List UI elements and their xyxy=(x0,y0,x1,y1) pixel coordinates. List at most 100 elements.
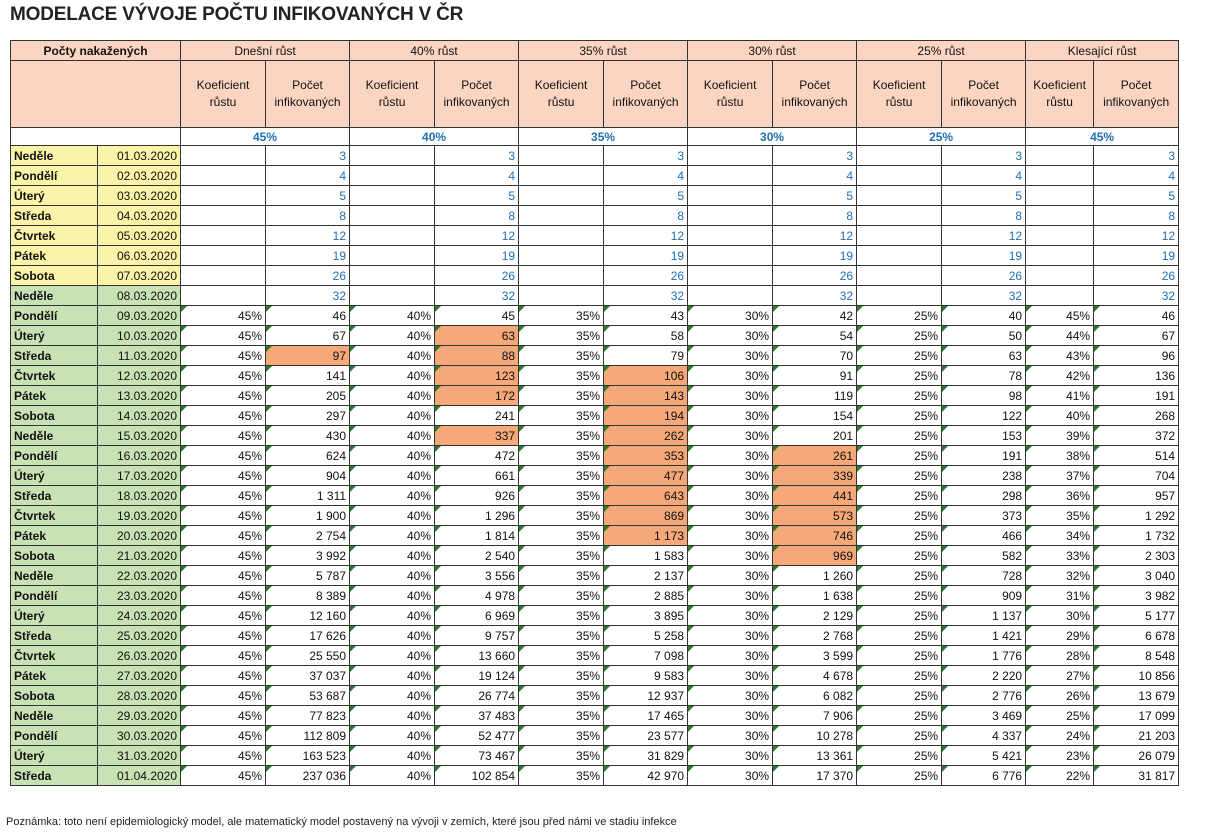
count-cell: 26 079 xyxy=(1093,745,1180,766)
count-cell: 17 370 xyxy=(772,765,858,786)
day: Pondělí xyxy=(10,305,98,326)
subheader: Koeficient růstu xyxy=(856,60,943,128)
coef-cell: 40% xyxy=(349,485,436,506)
count-cell: 430 xyxy=(265,425,351,446)
date: 21.03.2020 xyxy=(96,545,182,566)
count-cell: 339 xyxy=(772,465,858,486)
coef-cell: 25% xyxy=(856,525,943,546)
count-cell: 19 xyxy=(434,245,520,266)
count-cell: 163 523 xyxy=(265,745,351,766)
count-cell: 98 xyxy=(941,385,1027,406)
coef-cell: 40% xyxy=(349,765,436,786)
count-cell: 88 xyxy=(434,345,520,366)
coef-cell xyxy=(1025,185,1095,206)
coef-cell: 43% xyxy=(1025,345,1095,366)
coef-cell xyxy=(856,185,943,206)
coef-cell: 45% xyxy=(180,725,267,746)
subheader: Koeficient růstu xyxy=(180,60,267,128)
coef-cell: 45% xyxy=(180,445,267,466)
coef-cell: 40% xyxy=(349,565,436,586)
count-cell: 5 258 xyxy=(603,625,689,646)
group-header: 40% růst xyxy=(349,40,520,61)
count-cell: 8 xyxy=(265,205,351,226)
date: 06.03.2020 xyxy=(96,245,182,266)
coef-cell: 35% xyxy=(518,445,605,466)
coef-cell xyxy=(180,145,267,166)
coef-cell: 30% xyxy=(687,605,774,626)
coef-cell: 35% xyxy=(518,545,605,566)
day: Čtvrtek xyxy=(10,225,98,246)
count-cell: 32 xyxy=(603,285,689,306)
rate: 25% xyxy=(856,127,1027,146)
coef-cell: 40% xyxy=(349,665,436,686)
data-row: Sobota 21.03.2020 45% 3 992 40% 2 540 35% 1 583… xyxy=(10,545,1180,566)
coef-cell xyxy=(856,205,943,226)
data-row: Středa 25.03.2020 45% 17 626 40% 9 757 35% 5 25… xyxy=(10,625,1180,646)
day: Středa xyxy=(10,485,98,506)
count-cell: 19 xyxy=(941,245,1027,266)
count-cell: 77 823 xyxy=(265,705,351,726)
coef-cell: 40% xyxy=(349,645,436,666)
coef-cell: 37% xyxy=(1025,465,1095,486)
day: Středa xyxy=(10,205,98,226)
day: Sobota xyxy=(10,545,98,566)
coef-cell xyxy=(349,165,436,186)
coef-cell: 25% xyxy=(856,425,943,446)
count-cell: 4 xyxy=(772,165,858,186)
coef-cell: 40% xyxy=(349,705,436,726)
count-cell: 143 xyxy=(603,385,689,406)
count-cell: 40 xyxy=(941,305,1027,326)
coef-cell: 45% xyxy=(180,385,267,406)
coef-cell: 45% xyxy=(180,765,267,786)
coef-cell: 30% xyxy=(687,445,774,466)
day: Neděle xyxy=(10,145,98,166)
subheader: Koeficient růstu xyxy=(518,60,605,128)
coef-cell: 45% xyxy=(180,585,267,606)
count-cell: 297 xyxy=(265,405,351,426)
count-cell: 3 040 xyxy=(1093,565,1180,586)
coef-cell: 30% xyxy=(687,745,774,766)
coef-cell: 45% xyxy=(180,665,267,686)
count-cell: 3 xyxy=(265,145,351,166)
count-cell: 373 xyxy=(941,505,1027,526)
count-cell: 5 xyxy=(1093,185,1180,206)
data-row: Neděle 15.03.2020 45% 430 40% 337 35% 262 30% 201… xyxy=(10,425,1180,446)
count-cell: 67 xyxy=(265,325,351,346)
count-cell: 172 xyxy=(434,385,520,406)
coef-cell: 45% xyxy=(180,545,267,566)
count-cell: 704 xyxy=(1093,465,1180,486)
coef-cell: 30% xyxy=(687,685,774,706)
coef-cell: 25% xyxy=(856,325,943,346)
count-cell: 2 129 xyxy=(772,605,858,626)
data-row: Sobota 14.03.2020 45% 297 40% 241 35% 194 30% 154… xyxy=(10,405,1180,426)
count-cell: 5 177 xyxy=(1093,605,1180,626)
data-row: Středa 01.04.2020 45% 237 036 40% 102 854 35% 4… xyxy=(10,765,1180,786)
count-cell: 7 098 xyxy=(603,645,689,666)
coef-cell: 30% xyxy=(687,665,774,686)
date: 09.03.2020 xyxy=(96,305,182,326)
date: 10.03.2020 xyxy=(96,325,182,346)
coef-cell xyxy=(518,185,605,206)
count-cell: 191 xyxy=(941,445,1027,466)
data-row: Čtvrtek 05.03.2020 12 12 12 12 12 12 xyxy=(10,225,1180,246)
count-cell: 957 xyxy=(1093,485,1180,506)
day: Úterý xyxy=(10,465,98,486)
count-cell: 904 xyxy=(265,465,351,486)
count-cell: 32 xyxy=(941,285,1027,306)
coef-cell: 25% xyxy=(856,445,943,466)
count-cell: 643 xyxy=(603,485,689,506)
coef-cell xyxy=(1025,265,1095,286)
coef-cell xyxy=(687,245,774,266)
coef-cell: 30% xyxy=(687,325,774,346)
count-cell: 1 814 xyxy=(434,525,520,546)
count-cell: 3 xyxy=(941,145,1027,166)
count-cell: 1 296 xyxy=(434,505,520,526)
coef-cell xyxy=(1025,145,1095,166)
coef-cell xyxy=(687,265,774,286)
coef-cell: 40% xyxy=(349,345,436,366)
count-cell: 52 477 xyxy=(434,725,520,746)
count-cell: 13 361 xyxy=(772,745,858,766)
count-cell: 10 856 xyxy=(1093,665,1180,686)
day: Neděle xyxy=(10,285,98,306)
date: 08.03.2020 xyxy=(96,285,182,306)
